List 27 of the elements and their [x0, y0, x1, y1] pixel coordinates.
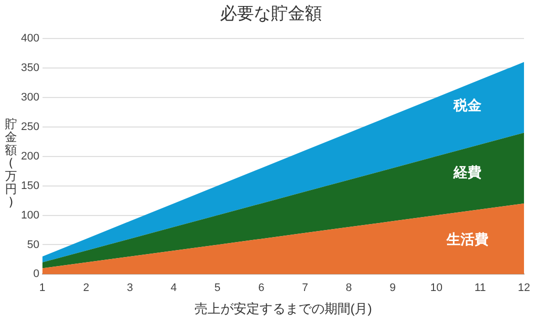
x-tick-label: 10	[430, 282, 443, 294]
y-tick-label: 350	[20, 62, 40, 74]
x-tick-label: 5	[214, 282, 221, 294]
chart-title: 必要な貯金額	[220, 4, 322, 23]
x-tick-label: 6	[258, 282, 264, 294]
y-tick-label: 250	[20, 120, 40, 133]
series-label: 生活費	[446, 232, 489, 248]
x-tick-label: 7	[302, 282, 308, 294]
y-tick-label: 0	[33, 268, 40, 280]
y-axis-title: 貯金額(万円)	[4, 117, 18, 209]
series-label: 経費	[452, 165, 482, 182]
y-tick-label: 200	[20, 150, 40, 162]
x-tick-label: 11	[474, 282, 486, 294]
x-tick-label: 4	[170, 282, 177, 294]
x-tick-label: 8	[346, 282, 352, 294]
y-tick-label: 300	[20, 91, 40, 104]
y-tick-label: 400	[20, 32, 40, 44]
x-axis-title: 売上が安定するまでの期間(月)	[194, 300, 372, 316]
x-tick-label: 3	[126, 282, 133, 294]
y-tick-label: 150	[20, 180, 40, 192]
x-tick-label: 1	[39, 282, 46, 294]
series-label: 税金	[452, 96, 483, 114]
y-tick-label: 50	[27, 238, 40, 251]
x-tick-label: 9	[390, 282, 396, 294]
y-tick-label: 100	[20, 209, 40, 222]
x-tick-label: 2	[83, 282, 90, 294]
x-tick-label: 12	[518, 282, 530, 294]
